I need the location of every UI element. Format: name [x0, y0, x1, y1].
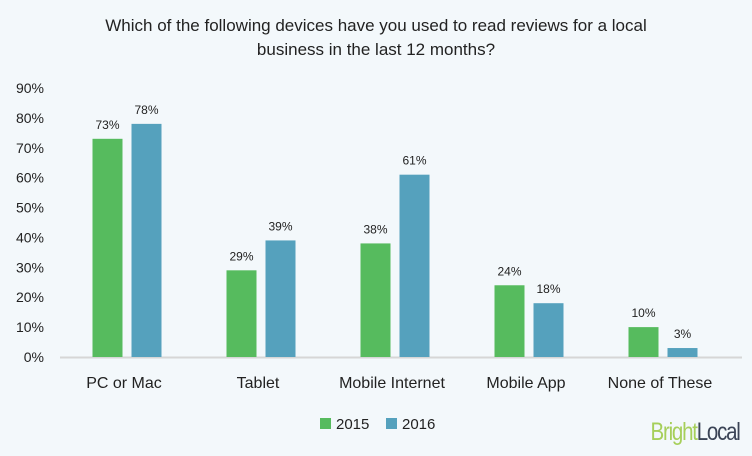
- bar-2015: [92, 138, 123, 357]
- y-tick-label: 90%: [16, 80, 44, 96]
- data-label: 24%: [497, 264, 521, 278]
- y-tick-label: 30%: [16, 259, 44, 275]
- legend-swatch-2016: [386, 418, 397, 429]
- y-tick-label: 80%: [16, 110, 44, 126]
- bar-2016: [399, 174, 430, 357]
- data-label: 29%: [229, 249, 253, 263]
- bar-2016: [533, 303, 564, 357]
- data-label: 38%: [363, 222, 387, 236]
- brightlocal-logo: BrightLocal: [650, 418, 741, 446]
- bar-2015: [494, 285, 525, 357]
- data-label: 61%: [402, 154, 426, 168]
- bar-2015: [360, 243, 391, 357]
- data-label: 78%: [134, 103, 158, 117]
- title-line: business in the last 12 months?: [256, 40, 496, 59]
- legend-swatch-2015: [320, 418, 331, 429]
- y-tick-label: 60%: [16, 170, 44, 186]
- x-tick-label: Mobile App: [486, 375, 565, 392]
- data-label: 39%: [268, 219, 292, 233]
- x-tick-label: Mobile Internet: [339, 375, 445, 392]
- bar-2015: [628, 327, 659, 357]
- y-tick-label: 50%: [16, 200, 44, 216]
- x-tick-label: None of These: [608, 375, 713, 392]
- data-label: 18%: [536, 282, 560, 296]
- data-label: 73%: [95, 118, 119, 132]
- chart-title: Which of the following devices have you …: [0, 14, 752, 62]
- data-label: 10%: [631, 306, 655, 320]
- y-tick-label: 70%: [16, 140, 44, 156]
- bar-2016: [131, 123, 162, 357]
- data-label: 3%: [674, 327, 692, 341]
- x-tick-label: PC or Mac: [86, 375, 162, 392]
- legend-label: 2016: [402, 416, 435, 433]
- bar-2016: [667, 348, 698, 357]
- title-line: Which of the following devices have you …: [105, 16, 647, 35]
- x-tick-label: Tablet: [237, 375, 280, 392]
- y-tick-label: 40%: [16, 229, 44, 245]
- y-tick-label: 10%: [16, 319, 44, 335]
- legend-label: 2015: [336, 416, 369, 433]
- y-tick-label: 20%: [16, 289, 44, 305]
- y-tick-label: 0%: [24, 349, 44, 365]
- bar-2015: [226, 270, 257, 357]
- bar-2016: [265, 240, 296, 357]
